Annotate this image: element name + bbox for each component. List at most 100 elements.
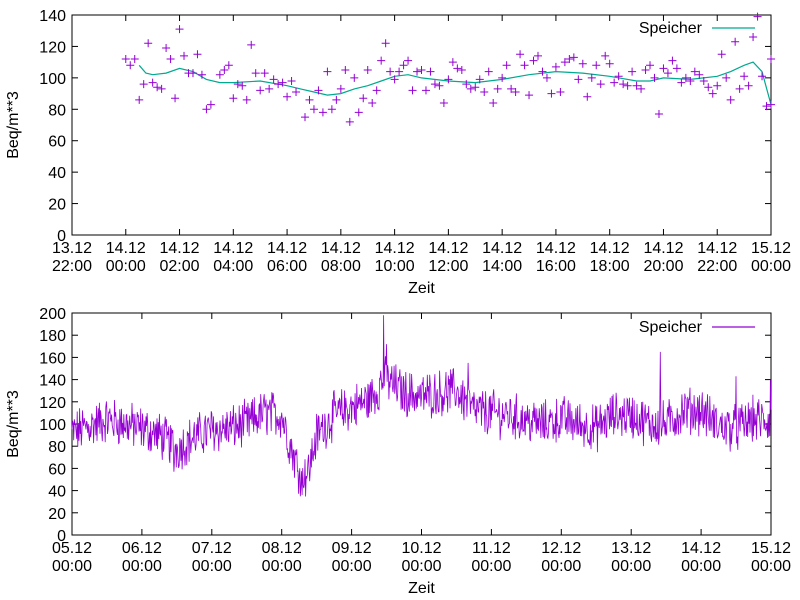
data-point	[663, 69, 672, 78]
x-tick-date: 14.12	[321, 240, 361, 257]
data-point	[206, 100, 215, 109]
y-tick-label: 140	[39, 8, 66, 25]
x-tick-time: 00:00	[262, 558, 302, 575]
data-point	[404, 56, 413, 65]
data-point	[318, 108, 327, 117]
data-point	[677, 78, 686, 87]
data-point	[583, 92, 592, 101]
plot-frame	[71, 312, 772, 536]
data-point	[368, 99, 377, 107]
x-tick-date: 08.12	[262, 540, 302, 557]
data-point	[421, 86, 430, 95]
y-axis-label: Beq/m**3	[5, 390, 22, 458]
x-tick-date: 13.12	[52, 240, 92, 257]
data-point	[256, 86, 265, 95]
data-point	[659, 64, 668, 73]
data-point	[363, 66, 372, 74]
data-point	[637, 84, 646, 93]
data-point	[135, 95, 144, 104]
x-tick-date: 15.12	[751, 240, 791, 257]
data-point	[708, 89, 717, 98]
data-point	[650, 73, 659, 82]
data-point	[762, 102, 771, 111]
y-tick-label: 20	[48, 197, 66, 214]
y-tick-label: 180	[39, 328, 66, 345]
x-tick-time: 00:00	[122, 558, 162, 575]
x-tick-time: 22:00	[52, 258, 92, 275]
data-point	[417, 66, 426, 74]
data-point	[610, 78, 619, 87]
data-point	[233, 80, 242, 89]
data-point	[395, 67, 404, 76]
y-tick-label: 40	[48, 484, 66, 501]
data-point	[220, 66, 229, 74]
x-tick-date: 14.12	[536, 240, 576, 257]
data-point	[148, 78, 157, 87]
data-point	[390, 75, 399, 84]
data-point	[171, 94, 180, 103]
data-point	[301, 113, 309, 122]
data-point	[767, 55, 775, 63]
x-tick-time: 00:00	[52, 558, 92, 575]
data-point	[672, 64, 681, 73]
data-point	[605, 59, 614, 68]
data-point	[592, 61, 601, 70]
data-point	[188, 69, 197, 78]
data-point	[323, 67, 332, 76]
data-point	[274, 80, 283, 89]
x-tick-date: 14.12	[160, 240, 200, 257]
data-point	[525, 91, 534, 100]
data-point	[462, 80, 471, 89]
data-point	[126, 61, 135, 70]
data-point	[260, 69, 269, 78]
data-point	[731, 37, 740, 46]
bottom-chart: 02040608010012014016018020005.1200:0006.…	[5, 306, 791, 597]
x-tick-date: 09.12	[332, 540, 372, 557]
data-point	[180, 51, 189, 60]
x-tick-time: 22:00	[697, 258, 737, 275]
legend-label: Speicher	[639, 319, 703, 336]
data-point	[229, 94, 238, 103]
data-point	[426, 67, 435, 76]
data-point	[560, 58, 569, 67]
data-point	[435, 81, 444, 90]
x-tick-time: 00:00	[106, 258, 146, 275]
data-point	[238, 81, 247, 90]
data-point	[628, 67, 637, 76]
x-tick-time: 00:00	[192, 558, 232, 575]
y-tick-label: 60	[48, 134, 66, 151]
data-point	[224, 61, 233, 70]
data-point	[439, 99, 448, 107]
data-point	[144, 39, 153, 48]
data-point	[197, 70, 206, 79]
x-tick-date: 14.12	[375, 240, 415, 257]
x-tick-date: 15.12	[751, 540, 791, 557]
x-tick-date: 14.12	[428, 240, 468, 257]
data-point	[430, 80, 439, 89]
x-tick-time: 08:00	[321, 258, 361, 275]
y-tick-label: 20	[48, 506, 66, 523]
data-point	[130, 55, 139, 63]
plot-frame	[71, 14, 772, 236]
data-point	[735, 84, 744, 93]
data-point	[466, 84, 475, 93]
x-tick-time: 16:00	[536, 258, 576, 275]
x-tick-time: 14:00	[482, 258, 522, 275]
y-axis-label: Beq/m**3	[5, 91, 22, 159]
data-point	[498, 73, 507, 82]
data-point	[569, 53, 578, 62]
data-point	[153, 83, 162, 92]
data-point	[341, 66, 350, 74]
x-tick-date: 05.12	[52, 540, 92, 557]
data-point	[354, 108, 363, 117]
data-point	[336, 84, 345, 93]
x-tick-date: 14.12	[267, 240, 307, 257]
x-tick-time: 00:00	[611, 558, 651, 575]
x-tick-time: 06:00	[267, 258, 307, 275]
data-point	[489, 99, 498, 107]
x-tick-time: 04:00	[213, 258, 253, 275]
x-tick-date: 07.12	[192, 540, 232, 557]
data-point	[551, 62, 560, 71]
x-axis-label: Zeit	[408, 280, 435, 297]
data-point	[511, 88, 520, 96]
